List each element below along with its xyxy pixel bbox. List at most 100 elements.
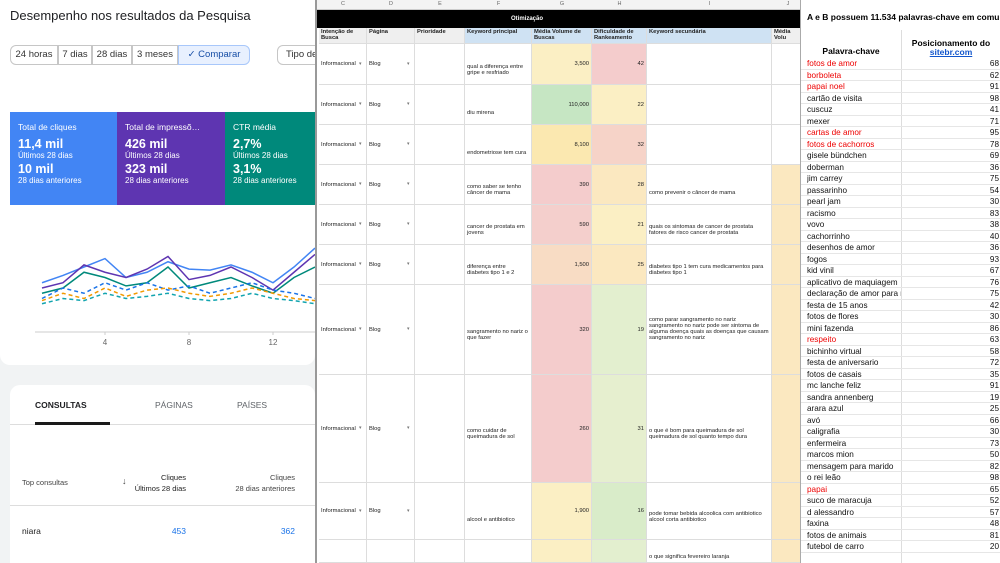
queries-card bbox=[10, 385, 315, 563]
keyword: o rei leão bbox=[807, 473, 841, 482]
position: 67 bbox=[989, 266, 999, 275]
card-prev-value: 323 mil bbox=[125, 162, 168, 176]
keyword-row: mc lanche feliz 91 bbox=[801, 380, 1000, 392]
filter-button[interactable]: Tipo de bbox=[277, 45, 315, 65]
sheet-cell: 390 bbox=[532, 165, 592, 205]
position: 30 bbox=[989, 427, 999, 436]
keyword: sandra annenberg bbox=[807, 392, 874, 402]
position: 75 bbox=[989, 289, 999, 298]
card-prev-period: 28 dias anteriores bbox=[18, 176, 82, 185]
spreadsheet: C D E F G H I J Otimização Intenção de Busca Págin… bbox=[315, 0, 800, 563]
position: 78 bbox=[989, 139, 999, 149]
keyword-row: kid vinil 67 bbox=[801, 265, 1000, 277]
keyword-row: papai noel 91 bbox=[801, 81, 1000, 93]
keyword-row: mini fazenda 86 bbox=[801, 323, 1000, 334]
column-header: Keyword secundária bbox=[647, 28, 772, 44]
range-button[interactable]: 24 horas bbox=[10, 45, 58, 65]
position: 82 bbox=[989, 461, 999, 471]
dropdown-arrow: ▾ bbox=[359, 60, 362, 67]
position: 98 bbox=[989, 473, 999, 482]
sheet-cell: o que significa fevereiro laranja bbox=[647, 540, 772, 563]
sheet-cell: diu mirena bbox=[465, 85, 532, 125]
position: 58 bbox=[989, 346, 999, 356]
sheet-cell: sangramento no nariz o que fazer bbox=[465, 285, 532, 375]
empty-cell bbox=[772, 165, 800, 205]
column-header: Média Volu bbox=[772, 28, 800, 44]
keyword-row: fotos de cachorros 78 bbox=[801, 139, 1000, 150]
keyword: cuscuz bbox=[807, 105, 833, 114]
position: 41 bbox=[989, 105, 999, 114]
series-line bbox=[41, 292, 315, 305]
dropdown-arrow: ▾ bbox=[407, 141, 410, 147]
sheet-cell: 32 bbox=[592, 125, 647, 165]
position: 40 bbox=[989, 231, 999, 241]
keyword: aplicativo de maquiagem bbox=[807, 277, 898, 287]
card-prev-value: 3,1% bbox=[233, 162, 262, 176]
tab[interactable]: PÁGINAS bbox=[155, 400, 193, 410]
metric-card[interactable]: Total de cliques 11,4 mil Últimos 28 dias 1… bbox=[10, 112, 117, 205]
dropdown-arrow: ▾ bbox=[359, 101, 362, 107]
position: 91 bbox=[989, 381, 999, 390]
keyword-row: sandra annenberg 19 bbox=[801, 392, 1000, 403]
keyword: avó bbox=[807, 415, 821, 425]
position: 81 bbox=[989, 530, 999, 540]
tab[interactable]: CONSULTAS bbox=[35, 400, 87, 410]
column-letter: C bbox=[341, 1, 345, 7]
empty-cell bbox=[772, 85, 800, 125]
sheet-cell: Blog bbox=[367, 483, 415, 540]
keyword-row: suco de maracuja 52 bbox=[801, 495, 1000, 507]
keyword-row: arara azul 25 bbox=[801, 403, 1000, 415]
sheet-cell: como cuidar de queimadura de sol bbox=[465, 375, 532, 483]
keyword-row: fotos de flores 30 bbox=[801, 311, 1000, 323]
keyword: fogos bbox=[807, 254, 828, 264]
sheet-cell: qual a diferença entre gripe e resfriado bbox=[465, 44, 532, 85]
dropdown-arrow: ▾ bbox=[407, 101, 410, 107]
section-header: Otimização bbox=[317, 10, 800, 28]
keyword: arara azul bbox=[807, 404, 844, 413]
keyword-row: passarinho 54 bbox=[801, 185, 1000, 196]
dropdown-arrow: ▾ bbox=[359, 221, 362, 227]
column-letter: E bbox=[438, 1, 442, 7]
keyword: cartas de amor bbox=[807, 128, 862, 137]
position: 62 bbox=[989, 70, 999, 80]
card-period: Últimos 28 dias bbox=[233, 151, 288, 160]
keyword-row: pearl jam 30 bbox=[801, 196, 1000, 208]
column-header: Dificuldade de Rankeamento bbox=[592, 28, 647, 44]
sheet-cell: 42 bbox=[592, 44, 647, 85]
position: 30 bbox=[989, 197, 999, 206]
keyword: gisele bündchen bbox=[807, 151, 867, 160]
position: 63 bbox=[989, 335, 999, 344]
keyword-row: d alessandro 57 bbox=[801, 507, 1000, 518]
keyword-row: fotos de animais 81 bbox=[801, 530, 1000, 541]
range-button[interactable]: 28 dias bbox=[92, 45, 132, 65]
keyword-row: festa de 15 anos 42 bbox=[801, 300, 1000, 311]
page-title: Desempenho nos resultados da Pesquisa bbox=[10, 8, 251, 23]
metric-card[interactable]: CTR média 2,7% Últimos 28 dias 3,1% 28 dias … bbox=[225, 112, 315, 205]
sheet-cell: diferença entre diabetes tipo 1 e 2 bbox=[465, 245, 532, 285]
range-button[interactable]: 3 meses bbox=[132, 45, 178, 65]
keyword-row: cuscuz 41 bbox=[801, 104, 1000, 116]
column-letter: D bbox=[389, 1, 393, 7]
empty-cell bbox=[772, 285, 800, 375]
empty-cell bbox=[772, 483, 800, 540]
performance-chart: 4 8 12 bbox=[35, 247, 315, 347]
range-button[interactable]: 7 dias bbox=[58, 45, 92, 65]
keyword-row: caligrafia 30 bbox=[801, 426, 1000, 438]
card-prev-period: 28 dias anteriores bbox=[125, 176, 189, 185]
keyword: kid vinil bbox=[807, 266, 834, 275]
keyword: papai bbox=[807, 484, 828, 494]
metric-card[interactable]: Total de impressõ… 426 mil Últimos 28 dias… bbox=[117, 112, 225, 205]
compare-button[interactable]: ✓ Comparar bbox=[178, 45, 250, 65]
site-link[interactable]: sitebr.com bbox=[929, 47, 973, 57]
sheet-cell: 8,100 bbox=[532, 125, 592, 165]
keyword: doberman bbox=[807, 162, 844, 172]
sheet-cell: Informacional bbox=[319, 85, 367, 125]
sheet-cell: Blog bbox=[367, 165, 415, 205]
keyword: suco de maracuja bbox=[807, 496, 872, 505]
sheet-cell: diabetes tipo 1 tem cura medicamentos pa… bbox=[647, 245, 772, 285]
sheet-cell bbox=[647, 125, 772, 165]
sheet-cell: Blog bbox=[367, 375, 415, 483]
card-value: 2,7% bbox=[233, 137, 262, 151]
keyword-row: racismo 83 bbox=[801, 208, 1000, 219]
tab[interactable]: PAÍSES bbox=[237, 400, 268, 410]
